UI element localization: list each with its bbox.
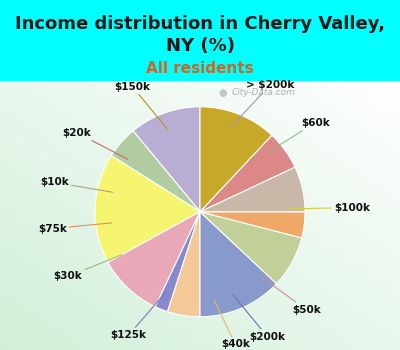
- Text: ●: ●: [218, 88, 227, 98]
- Wedge shape: [108, 212, 200, 307]
- Wedge shape: [95, 155, 200, 262]
- Text: City-Data.com: City-Data.com: [232, 88, 296, 97]
- Wedge shape: [200, 135, 295, 212]
- Text: $75k: $75k: [38, 223, 112, 233]
- Text: $20k: $20k: [62, 128, 128, 159]
- Text: Income distribution in Cherry Valley,
NY (%): Income distribution in Cherry Valley, NY…: [15, 15, 385, 55]
- Wedge shape: [200, 212, 305, 238]
- Wedge shape: [111, 131, 200, 212]
- Wedge shape: [200, 212, 302, 284]
- Wedge shape: [168, 212, 200, 317]
- Text: $50k: $50k: [261, 277, 321, 315]
- Text: $40k: $40k: [214, 300, 250, 350]
- Text: $10k: $10k: [40, 177, 113, 192]
- Text: $125k: $125k: [111, 294, 164, 340]
- Wedge shape: [155, 212, 200, 312]
- Text: $30k: $30k: [54, 255, 122, 281]
- Text: All residents: All residents: [146, 61, 254, 76]
- Wedge shape: [200, 107, 272, 212]
- Wedge shape: [133, 107, 200, 212]
- Wedge shape: [200, 167, 305, 212]
- Text: $200k: $200k: [233, 295, 286, 342]
- Text: $60k: $60k: [267, 118, 330, 153]
- Wedge shape: [200, 212, 276, 317]
- Text: $150k: $150k: [114, 82, 167, 129]
- Text: > $200k: > $200k: [230, 80, 294, 128]
- Text: $100k: $100k: [289, 203, 370, 212]
